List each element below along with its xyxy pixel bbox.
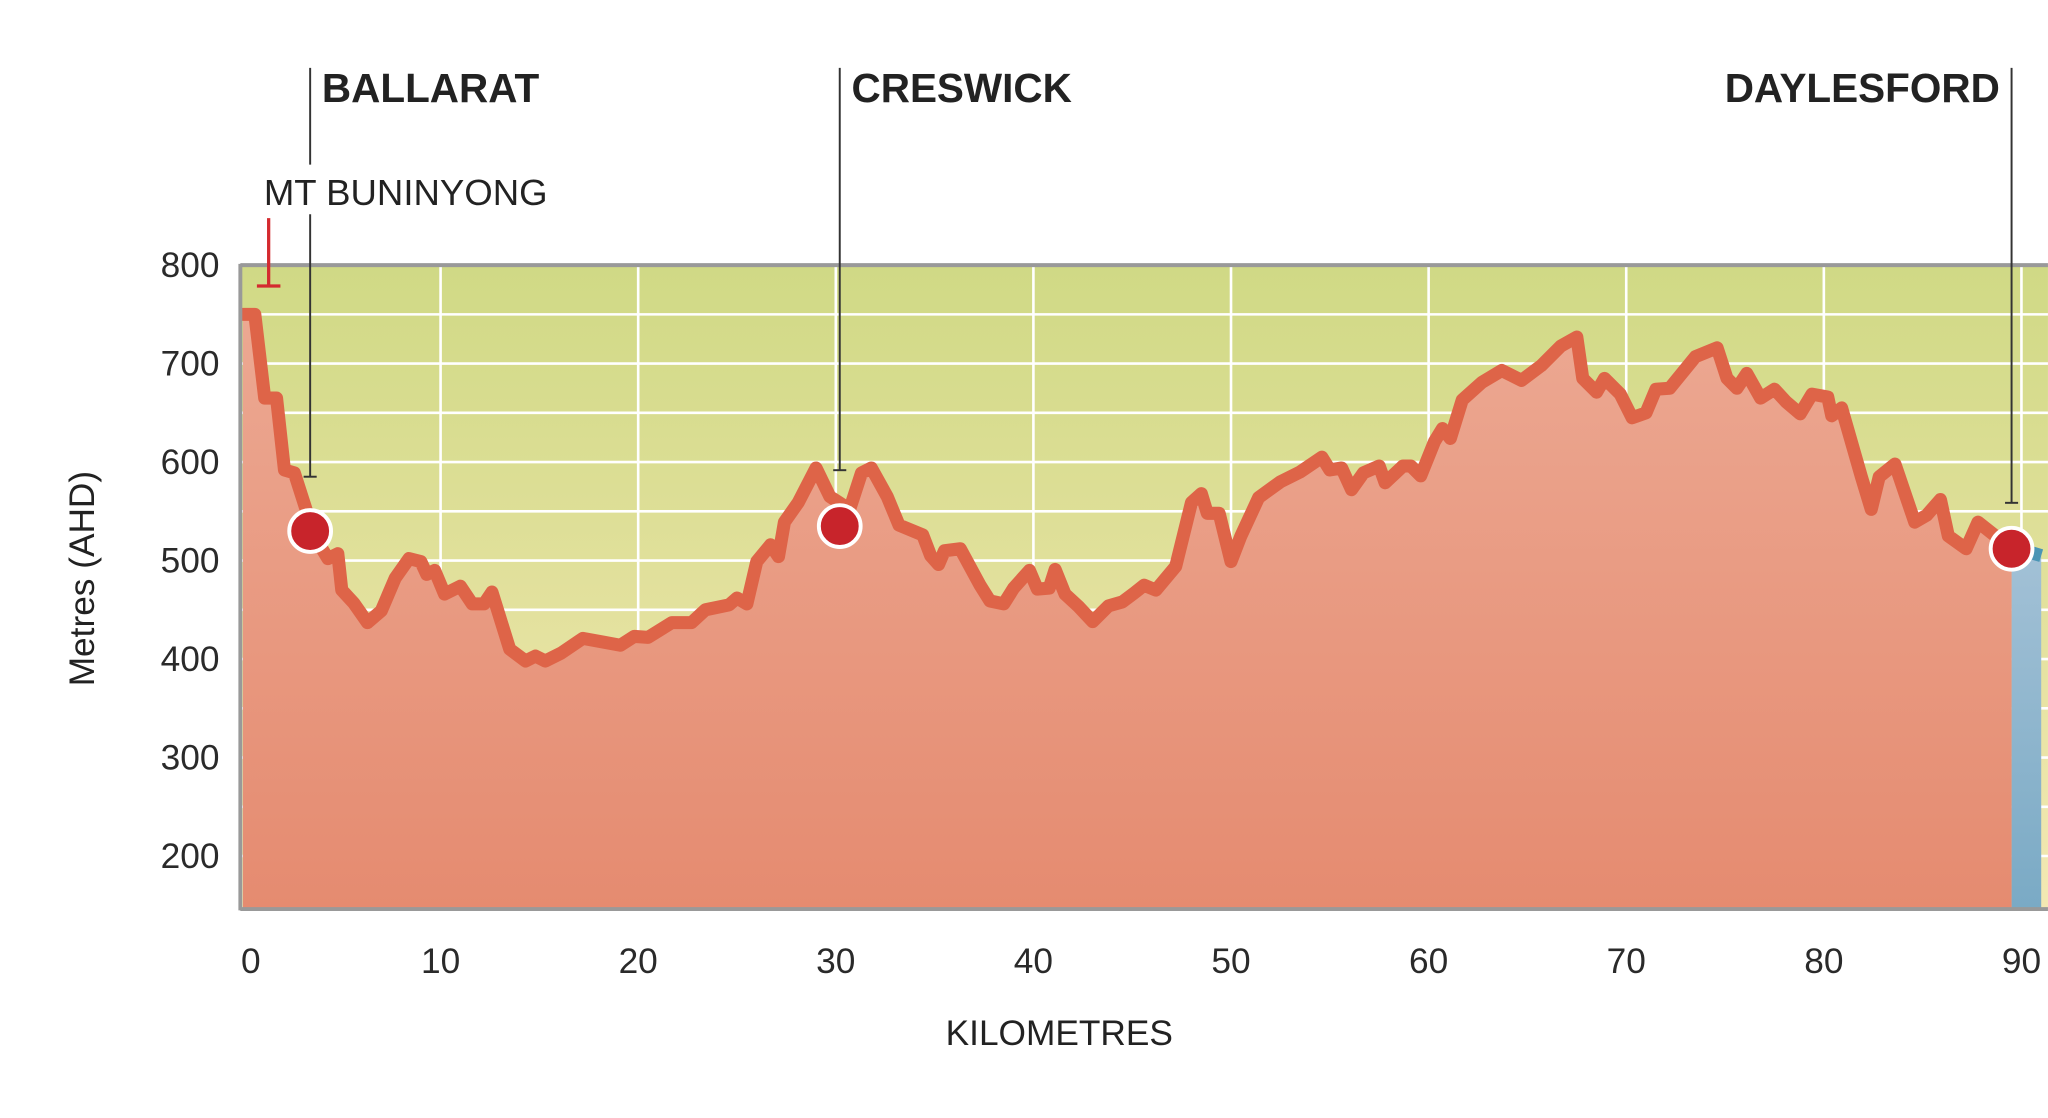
town-label: DAYLESFORD (1725, 65, 2000, 111)
y-tick-label: 400 (161, 640, 220, 679)
elevation-area-fill (242, 314, 2012, 910)
y-tick-label: 700 (161, 344, 220, 383)
y-tick-label: 300 (161, 738, 220, 777)
x-tick-label: 80 (1804, 942, 1843, 981)
town-marker-dot (1988, 525, 2035, 572)
y-tick-label: 200 (161, 837, 220, 876)
y-tick-label: 600 (161, 443, 220, 482)
summit-label: MT BUNINYONG (264, 172, 548, 213)
y-tick-label: 800 (161, 246, 220, 285)
x-tick-label: 20 (619, 942, 658, 981)
beyond-area-fill (2011, 548, 2042, 910)
x-tick-label: 0 (241, 942, 261, 981)
x-tick-label: 40 (1014, 942, 1053, 981)
town-marker-dot (816, 503, 863, 549)
elevation-line (240, 307, 2019, 668)
x-tick-label: 10 (421, 942, 460, 981)
x-tick-label: 70 (1607, 942, 1646, 981)
y-tick-label: 500 (161, 541, 220, 580)
plot-frame (238, 263, 2048, 911)
x-axis-label: KILOMETRES (946, 1014, 1173, 1053)
town-label: BALLARAT (322, 65, 540, 111)
y-axis-label: Metres (AHD) (63, 471, 102, 686)
town-marker-dot (287, 508, 334, 554)
x-tick-label: 30 (816, 942, 855, 981)
x-tick-label: 60 (1409, 942, 1448, 981)
x-tick-label: 50 (1211, 942, 1250, 981)
x-tick-label: 90 (2002, 942, 2041, 981)
town-label: CRESWICK (852, 65, 1072, 111)
